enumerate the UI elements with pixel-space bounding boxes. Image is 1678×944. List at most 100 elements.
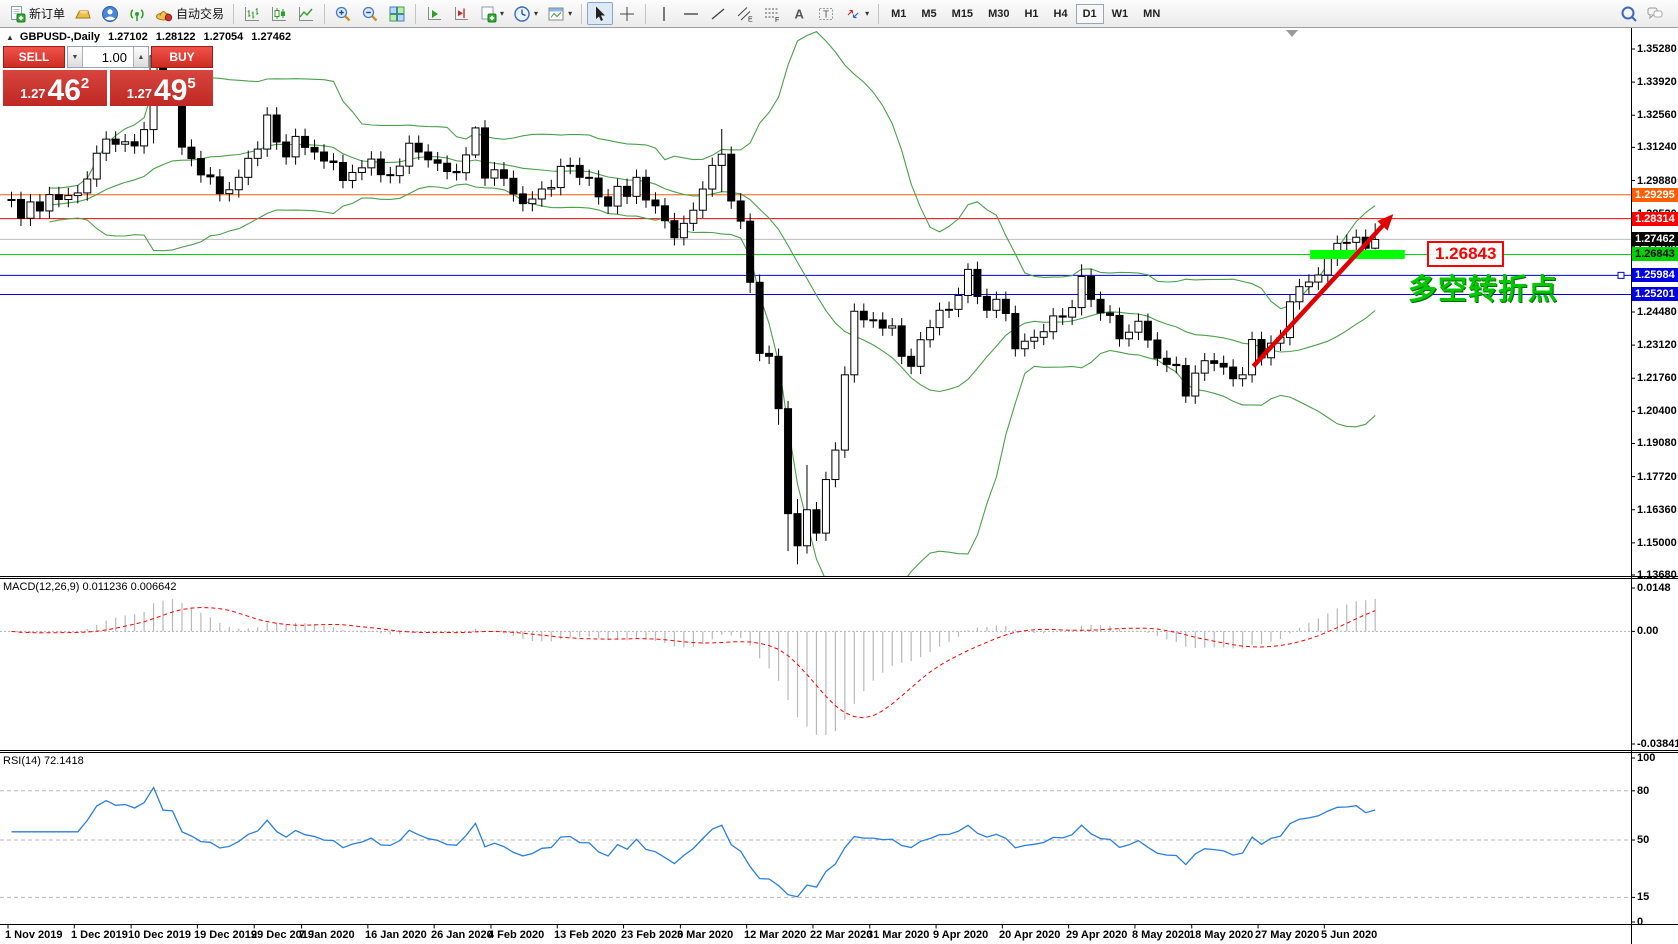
timeframe-m15[interactable]: M15	[951, 7, 974, 20]
date-axis-label: 5 Jun 2020	[1321, 929, 1378, 941]
crosshair-tool-button[interactable]	[614, 2, 640, 25]
autotrading-label: 自动交易	[176, 7, 225, 21]
volume-input[interactable]: 1.00	[101, 49, 127, 65]
market-watch-button[interactable]	[70, 2, 96, 25]
zoom-out-icon	[361, 5, 379, 23]
date-axis-label: 16 Jan 2020	[365, 929, 427, 941]
svg-text:T: T	[823, 9, 829, 20]
autotrading-icon	[155, 5, 173, 23]
dropdown-arrow-icon: ▾	[500, 9, 505, 18]
signals-icon	[128, 5, 146, 23]
community-person-icon	[101, 5, 119, 23]
support-zone-mark	[1310, 249, 1405, 259]
text-label-icon: T	[817, 5, 835, 23]
buy-button[interactable]: BUY	[151, 46, 213, 68]
low-value: 1.27054	[203, 31, 244, 43]
timeframe-mn[interactable]: MN	[1143, 7, 1161, 20]
channel-tool-button[interactable]: E	[732, 2, 758, 25]
rsi-plot-layer	[0, 786, 1631, 898]
collapse-trade-panel-icon[interactable]: ▲	[6, 32, 14, 42]
vertical-line-icon	[655, 5, 673, 23]
trendline-tool-button[interactable]	[705, 2, 731, 25]
volume-decrease-button[interactable]: ▼	[68, 47, 83, 67]
zoom-out-button[interactable]	[357, 2, 383, 25]
high-value: 1.28122	[155, 31, 196, 43]
toolbar-separator	[324, 3, 326, 24]
horizontal-line-tool-button[interactable]	[678, 2, 704, 25]
price-tick-label: 1.16360	[1637, 504, 1677, 516]
macd-signal-line	[11, 606, 1376, 719]
sell-price-box[interactable]: 1.27 46 2	[3, 70, 107, 106]
signals-button[interactable]	[124, 2, 150, 25]
auto-scroll-button[interactable]	[421, 2, 447, 25]
search-icon[interactable]	[1620, 5, 1638, 23]
gold-ingot-icon	[74, 5, 92, 23]
tile-windows-button[interactable]	[384, 2, 410, 25]
rsi-line	[11, 786, 1376, 898]
date-axis-label: 22 Mar 2020	[810, 929, 873, 941]
timeframe-d1[interactable]: D1	[1075, 3, 1104, 24]
buy-price-box[interactable]: 1.27 49 5	[109, 70, 213, 106]
candlestick-icon	[270, 5, 288, 23]
trend-arrow	[1251, 214, 1394, 368]
autotrading-button[interactable]: 自动交易	[151, 2, 228, 25]
macd-axis-label: 0.0148	[1637, 582, 1671, 594]
price-tick-label: 1.15000	[1637, 537, 1677, 549]
bar-chart-mode-button[interactable]	[239, 2, 265, 25]
new-order-icon	[8, 5, 26, 23]
text-tool-button[interactable]: A	[786, 2, 812, 25]
sell-button[interactable]: SELL	[3, 46, 65, 68]
timeframe-h4[interactable]: H4	[1053, 7, 1068, 20]
trendline-icon	[709, 5, 727, 23]
volume-spinner: ▼ 1.00 ▲	[67, 46, 149, 68]
tile-windows-icon	[388, 5, 406, 23]
price-level-label: 1.26843	[1632, 247, 1678, 261]
rsi-axis-label: 0	[1637, 916, 1644, 928]
macd-axis-label: -0.038415	[1637, 738, 1678, 750]
new-chart-icon	[479, 5, 497, 23]
arrows-tool-button[interactable]: ▾	[840, 2, 873, 25]
candlestick-mode-button[interactable]	[266, 2, 292, 25]
zoom-in-button[interactable]	[330, 2, 356, 25]
main-toolbar: 新订单 自动交易 ▾ ▾ ▾ E F A T ▾ M	[0, 0, 1678, 28]
fibonacci-tool-button[interactable]: F	[759, 2, 785, 25]
cursor-tool-button[interactable]	[587, 2, 614, 25]
templates-button[interactable]: ▾	[543, 2, 576, 25]
timeframe-w1[interactable]: W1	[1111, 7, 1129, 20]
new-chart-button[interactable]: ▾	[475, 2, 508, 25]
date-axis-label: 13 Feb 2020	[554, 929, 617, 941]
timeframe-m5[interactable]: M5	[921, 7, 937, 20]
text-label-tool-button[interactable]: T	[813, 2, 839, 25]
timeframe-m1[interactable]: M1	[891, 7, 907, 20]
line-chart-icon	[297, 5, 315, 23]
turning-point-annotation[interactable]: 多空转折点	[1408, 274, 1559, 306]
vertical-line-tool-button[interactable]	[651, 2, 677, 25]
chat-icon[interactable]	[1646, 5, 1664, 23]
community-button[interactable]	[97, 2, 123, 25]
rsi-pane-label: RSI(14) 72.1418	[3, 755, 84, 767]
toolbar-separator	[878, 3, 880, 24]
date-axis-label: 31 Mar 2020	[867, 929, 930, 941]
bollinger-middle-band	[49, 143, 1376, 393]
svg-text:E: E	[748, 16, 753, 23]
dropdown-arrow-icon: ▾	[568, 9, 573, 18]
price-tick-label: 1.20400	[1637, 405, 1677, 417]
date-axis-label: 23 Feb 2020	[621, 929, 684, 941]
timeframe-h1[interactable]: H1	[1024, 7, 1039, 20]
timeframe-m30[interactable]: M30	[988, 7, 1010, 20]
price-annotation-box[interactable]: 1.26843	[1427, 241, 1505, 267]
volume-increase-button[interactable]: ▲	[133, 47, 148, 67]
buy-price-point: 5	[187, 75, 196, 92]
selected-line-handle	[1617, 271, 1625, 279]
new-order-button[interactable]: 新订单	[4, 2, 69, 25]
price-level-label: 1.25984	[1632, 268, 1678, 282]
rsi-axis-label: 80	[1637, 785, 1650, 797]
periods-button[interactable]: ▾	[509, 2, 542, 25]
symbol-period-label: GBPUSD-,Daily	[19, 31, 100, 43]
line-chart-mode-button[interactable]	[293, 2, 319, 25]
svg-text:A: A	[795, 6, 805, 21]
date-axis-label: 10 Dec 2019	[128, 929, 191, 941]
chart-shift-button[interactable]	[448, 2, 474, 25]
